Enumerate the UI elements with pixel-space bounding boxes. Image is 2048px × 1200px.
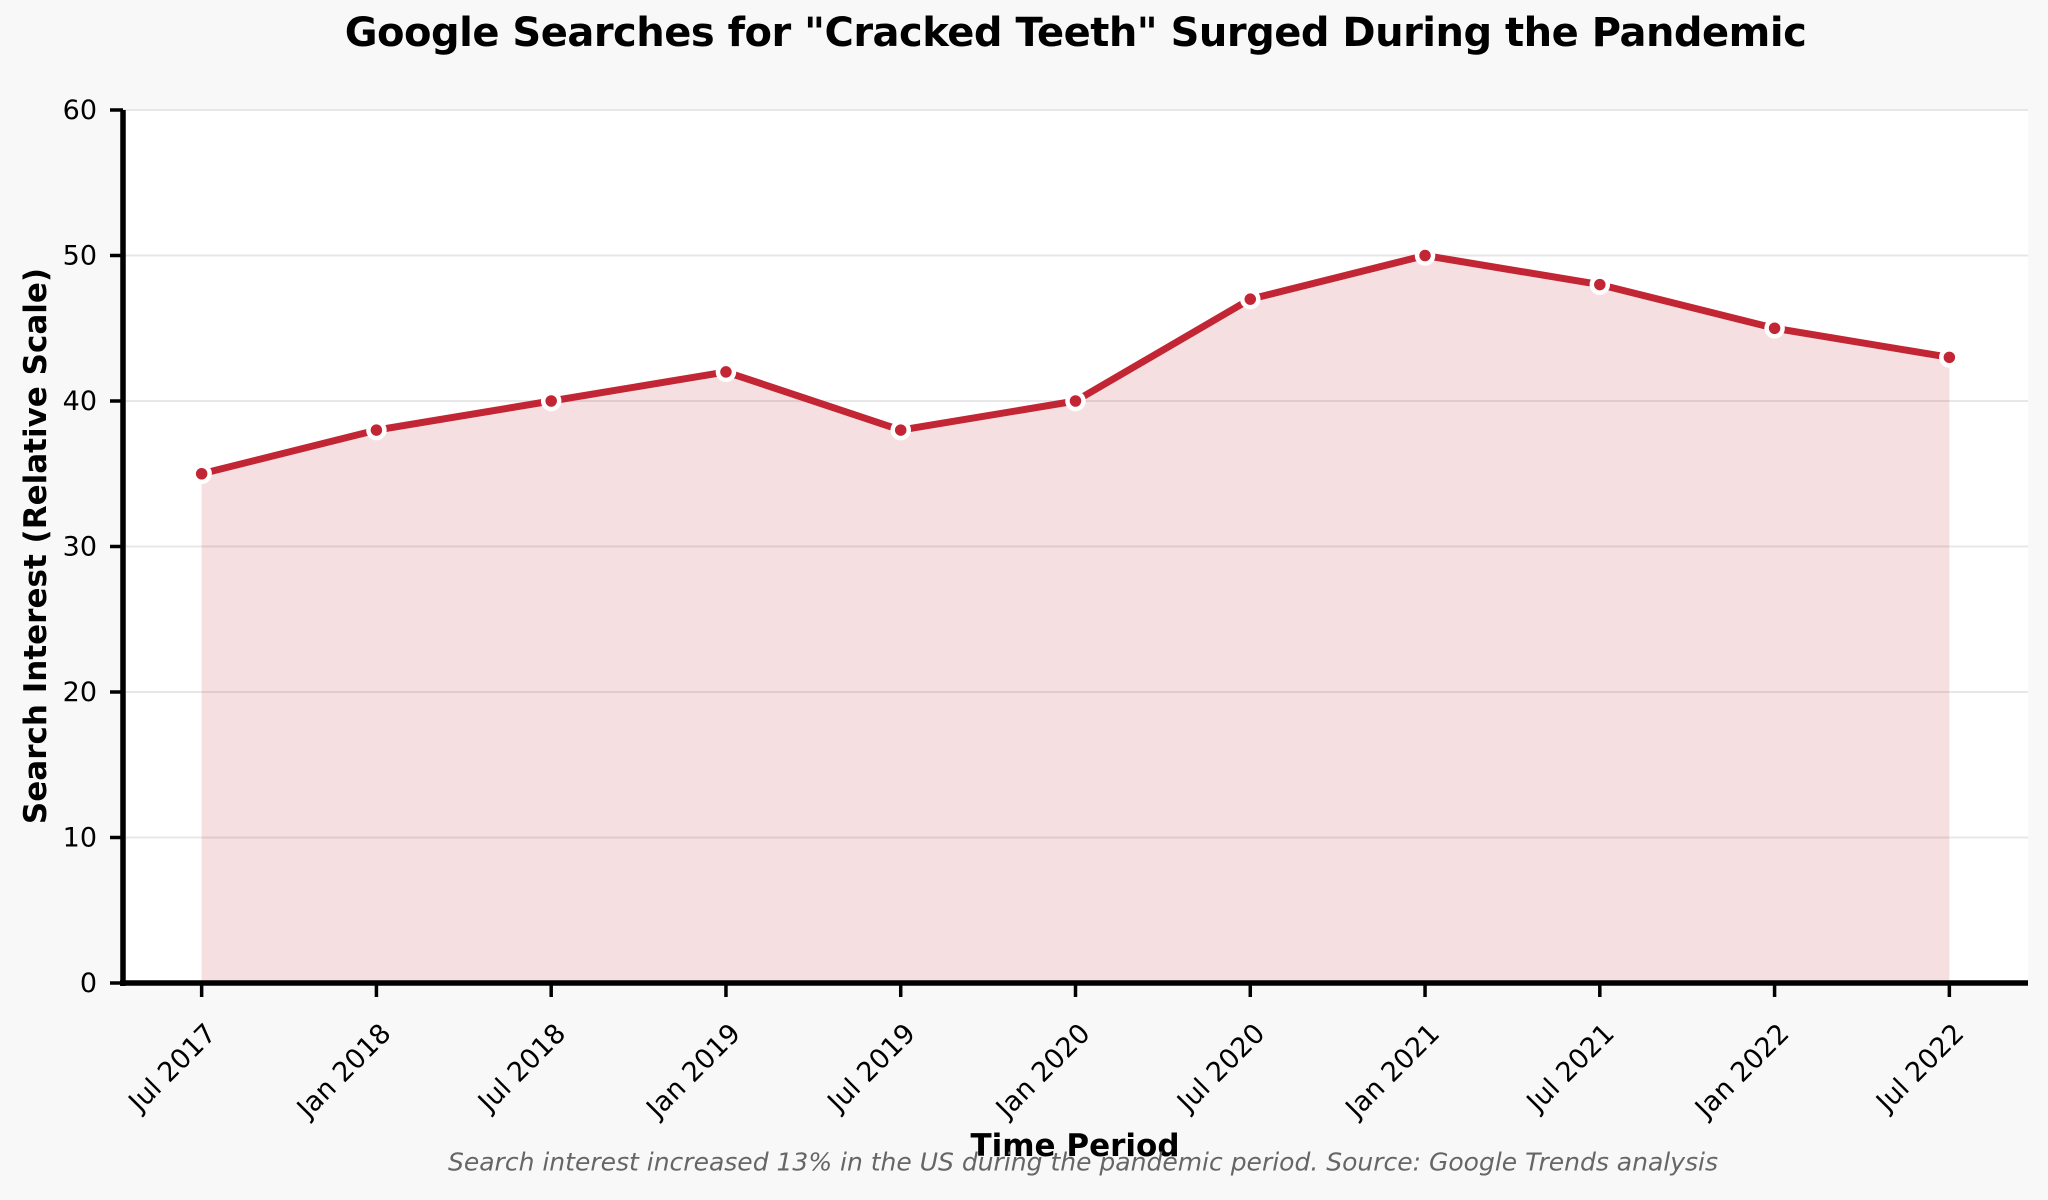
- footnote-text: Search interest increased 13% in the US …: [447, 1147, 1719, 1177]
- area-fill: [201, 255, 1950, 983]
- chart-title: Google Searches for "Cracked Teeth" Surg…: [344, 10, 1807, 56]
- y-tick-label: 40: [63, 386, 97, 417]
- y-axis-title: Search Interest (Relative Scale): [18, 267, 54, 825]
- data-point-marker: [366, 419, 387, 441]
- y-tick-label: 20: [63, 677, 97, 708]
- y-tick-label: 30: [63, 532, 97, 563]
- data-point-marker: [1589, 274, 1611, 295]
- data-point-marker: [715, 361, 737, 383]
- y-tick-label: 60: [63, 95, 97, 126]
- x-axis-title: Time Period: [970, 1128, 1180, 1164]
- data-point-marker: [1939, 347, 1960, 368]
- y-tick-label: 50: [63, 241, 97, 272]
- data-point-marker: [540, 390, 562, 412]
- data-point-marker: [1065, 390, 1086, 412]
- data-point-marker: [1240, 288, 1261, 310]
- y-tick-label: 10: [63, 823, 97, 854]
- data-point-marker: [890, 419, 911, 441]
- data-point-marker: [1414, 245, 1436, 266]
- y-tick-label: 0: [80, 968, 97, 999]
- data-point-marker: [1764, 318, 1785, 339]
- data-point-marker: [191, 463, 212, 484]
